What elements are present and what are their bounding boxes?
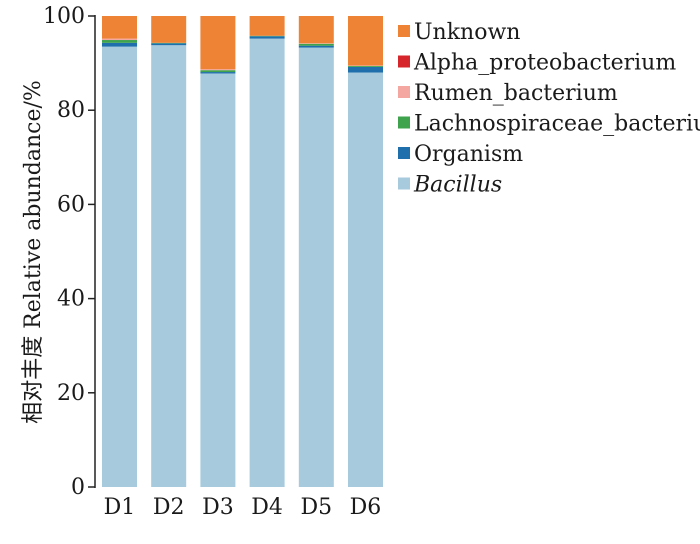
legend-swatch <box>398 86 410 98</box>
bar-segment-bacillus-d6 <box>348 72 383 488</box>
bar-segment-bacillus-d2 <box>151 45 187 488</box>
legend-swatch <box>398 25 410 37</box>
x-tick-label: D1 <box>104 495 136 520</box>
bar-segment-unknown-d1 <box>102 16 137 39</box>
x-tick-label: D4 <box>251 495 283 520</box>
bar-segment-unknown-d5 <box>298 16 334 44</box>
y-tick-label: 20 <box>57 381 85 406</box>
legend-label: Rumen_bacterium <box>414 81 618 106</box>
axes <box>88 15 96 488</box>
y-tick-label: 60 <box>57 192 85 217</box>
bar-segment-lachnospiraceae-bacterium-d5 <box>298 43 334 46</box>
bar-segment-bacillus-d1 <box>102 46 137 488</box>
bar-segment-bacillus-d3 <box>200 73 236 487</box>
bar-segment-organism-d6 <box>348 66 383 73</box>
bar-segment-organism-d5 <box>298 45 334 48</box>
bar-segment-organism-d1 <box>102 42 137 47</box>
bar-segment-unknown-d2 <box>151 16 187 43</box>
bar-segment-lachnospiraceae-bacterium-d3 <box>200 70 236 73</box>
bar-segment-unknown-d3 <box>200 16 236 70</box>
legend-label: Alpha_proteobacterium <box>413 51 676 76</box>
bar-segment-organism-d3 <box>200 72 236 74</box>
bar-segment-bacillus-d5 <box>298 47 334 487</box>
legend-label: Lachnospiraceae_bacterium <box>414 112 700 137</box>
x-tick-label: D2 <box>153 495 185 520</box>
y-tick-label: 100 <box>43 4 85 29</box>
y-axis-label: 相对丰度 Relative abundance/% <box>21 80 46 424</box>
bar-segment-bacillus-d4 <box>249 38 285 487</box>
x-tick-label: D3 <box>202 495 234 520</box>
bar-segment-rumen-bacterium-d1 <box>102 38 137 41</box>
bar-segment-organism-d2 <box>151 43 187 46</box>
bars <box>102 16 383 488</box>
legend-swatch <box>398 177 410 190</box>
legend-label: Organism <box>414 142 523 167</box>
x-tick-label: D6 <box>350 495 382 520</box>
bar-segment-lachnospiraceae-bacterium-d6 <box>348 65 383 67</box>
legend-swatch <box>398 147 410 159</box>
bar-segment-unknown-d4 <box>249 16 285 36</box>
legend-label: Bacillus <box>413 173 502 198</box>
bar-segment-organism-d4 <box>249 36 285 39</box>
y-tick-label: 0 <box>71 475 85 500</box>
legend-swatch <box>398 116 410 129</box>
y-tick-label: 80 <box>57 98 85 123</box>
x-tick-label: D5 <box>300 495 332 520</box>
bar-segment-rumen-bacterium-d3 <box>200 69 236 71</box>
legend-swatch <box>398 55 410 68</box>
legend: Unknown Alpha_proteobacterium Rumen_bacter… <box>398 20 700 198</box>
bar-segment-lachnospiraceae-bacterium-d1 <box>102 40 137 43</box>
bar-segment-unknown-d6 <box>348 16 383 66</box>
tick-labels: 0 20 40 60 80 100 D1 D2 D3 D4 D5 D6 <box>43 4 381 520</box>
legend-label: Unknown <box>414 20 520 45</box>
y-tick-label: 40 <box>57 287 85 312</box>
